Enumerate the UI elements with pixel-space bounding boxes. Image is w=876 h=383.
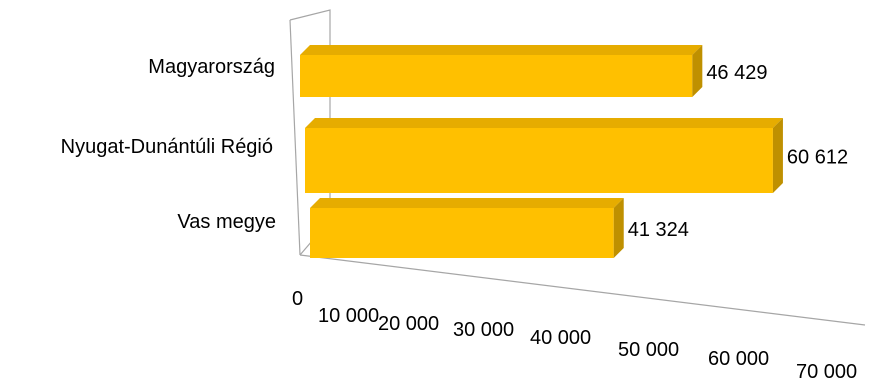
x-tick-label: 20 000 [378, 313, 439, 335]
bar-end-face [692, 45, 703, 97]
bar-top-face [310, 198, 624, 208]
x-tick-label: 10 000 [318, 305, 379, 327]
data-label: 41 324 [628, 219, 689, 241]
x-tick-label: 40 000 [530, 327, 591, 349]
x-tick-label: 30 000 [453, 319, 514, 341]
category-label: Magyarország [148, 56, 275, 78]
x-tick-label: 70 000 [796, 361, 857, 383]
bar-top-face [305, 118, 783, 128]
x-tick-label: 0 [292, 288, 303, 310]
data-label: 60 612 [787, 147, 848, 169]
category-label: Vas megye [177, 211, 276, 233]
category-label: Nyugat-Dunántúli Régió [61, 136, 273, 158]
bar-end-face [613, 198, 624, 258]
data-label: 46 429 [706, 62, 767, 84]
bar [305, 128, 773, 193]
x-tick-label: 60 000 [708, 348, 769, 370]
bar [300, 55, 693, 97]
bar-end-face [772, 118, 783, 193]
x-tick-label: 50 000 [618, 339, 679, 361]
bar-top-face [300, 45, 703, 55]
floor-front-edge [299, 254, 866, 326]
value-axis-left-edge [289, 19, 301, 256]
bar [310, 208, 614, 258]
